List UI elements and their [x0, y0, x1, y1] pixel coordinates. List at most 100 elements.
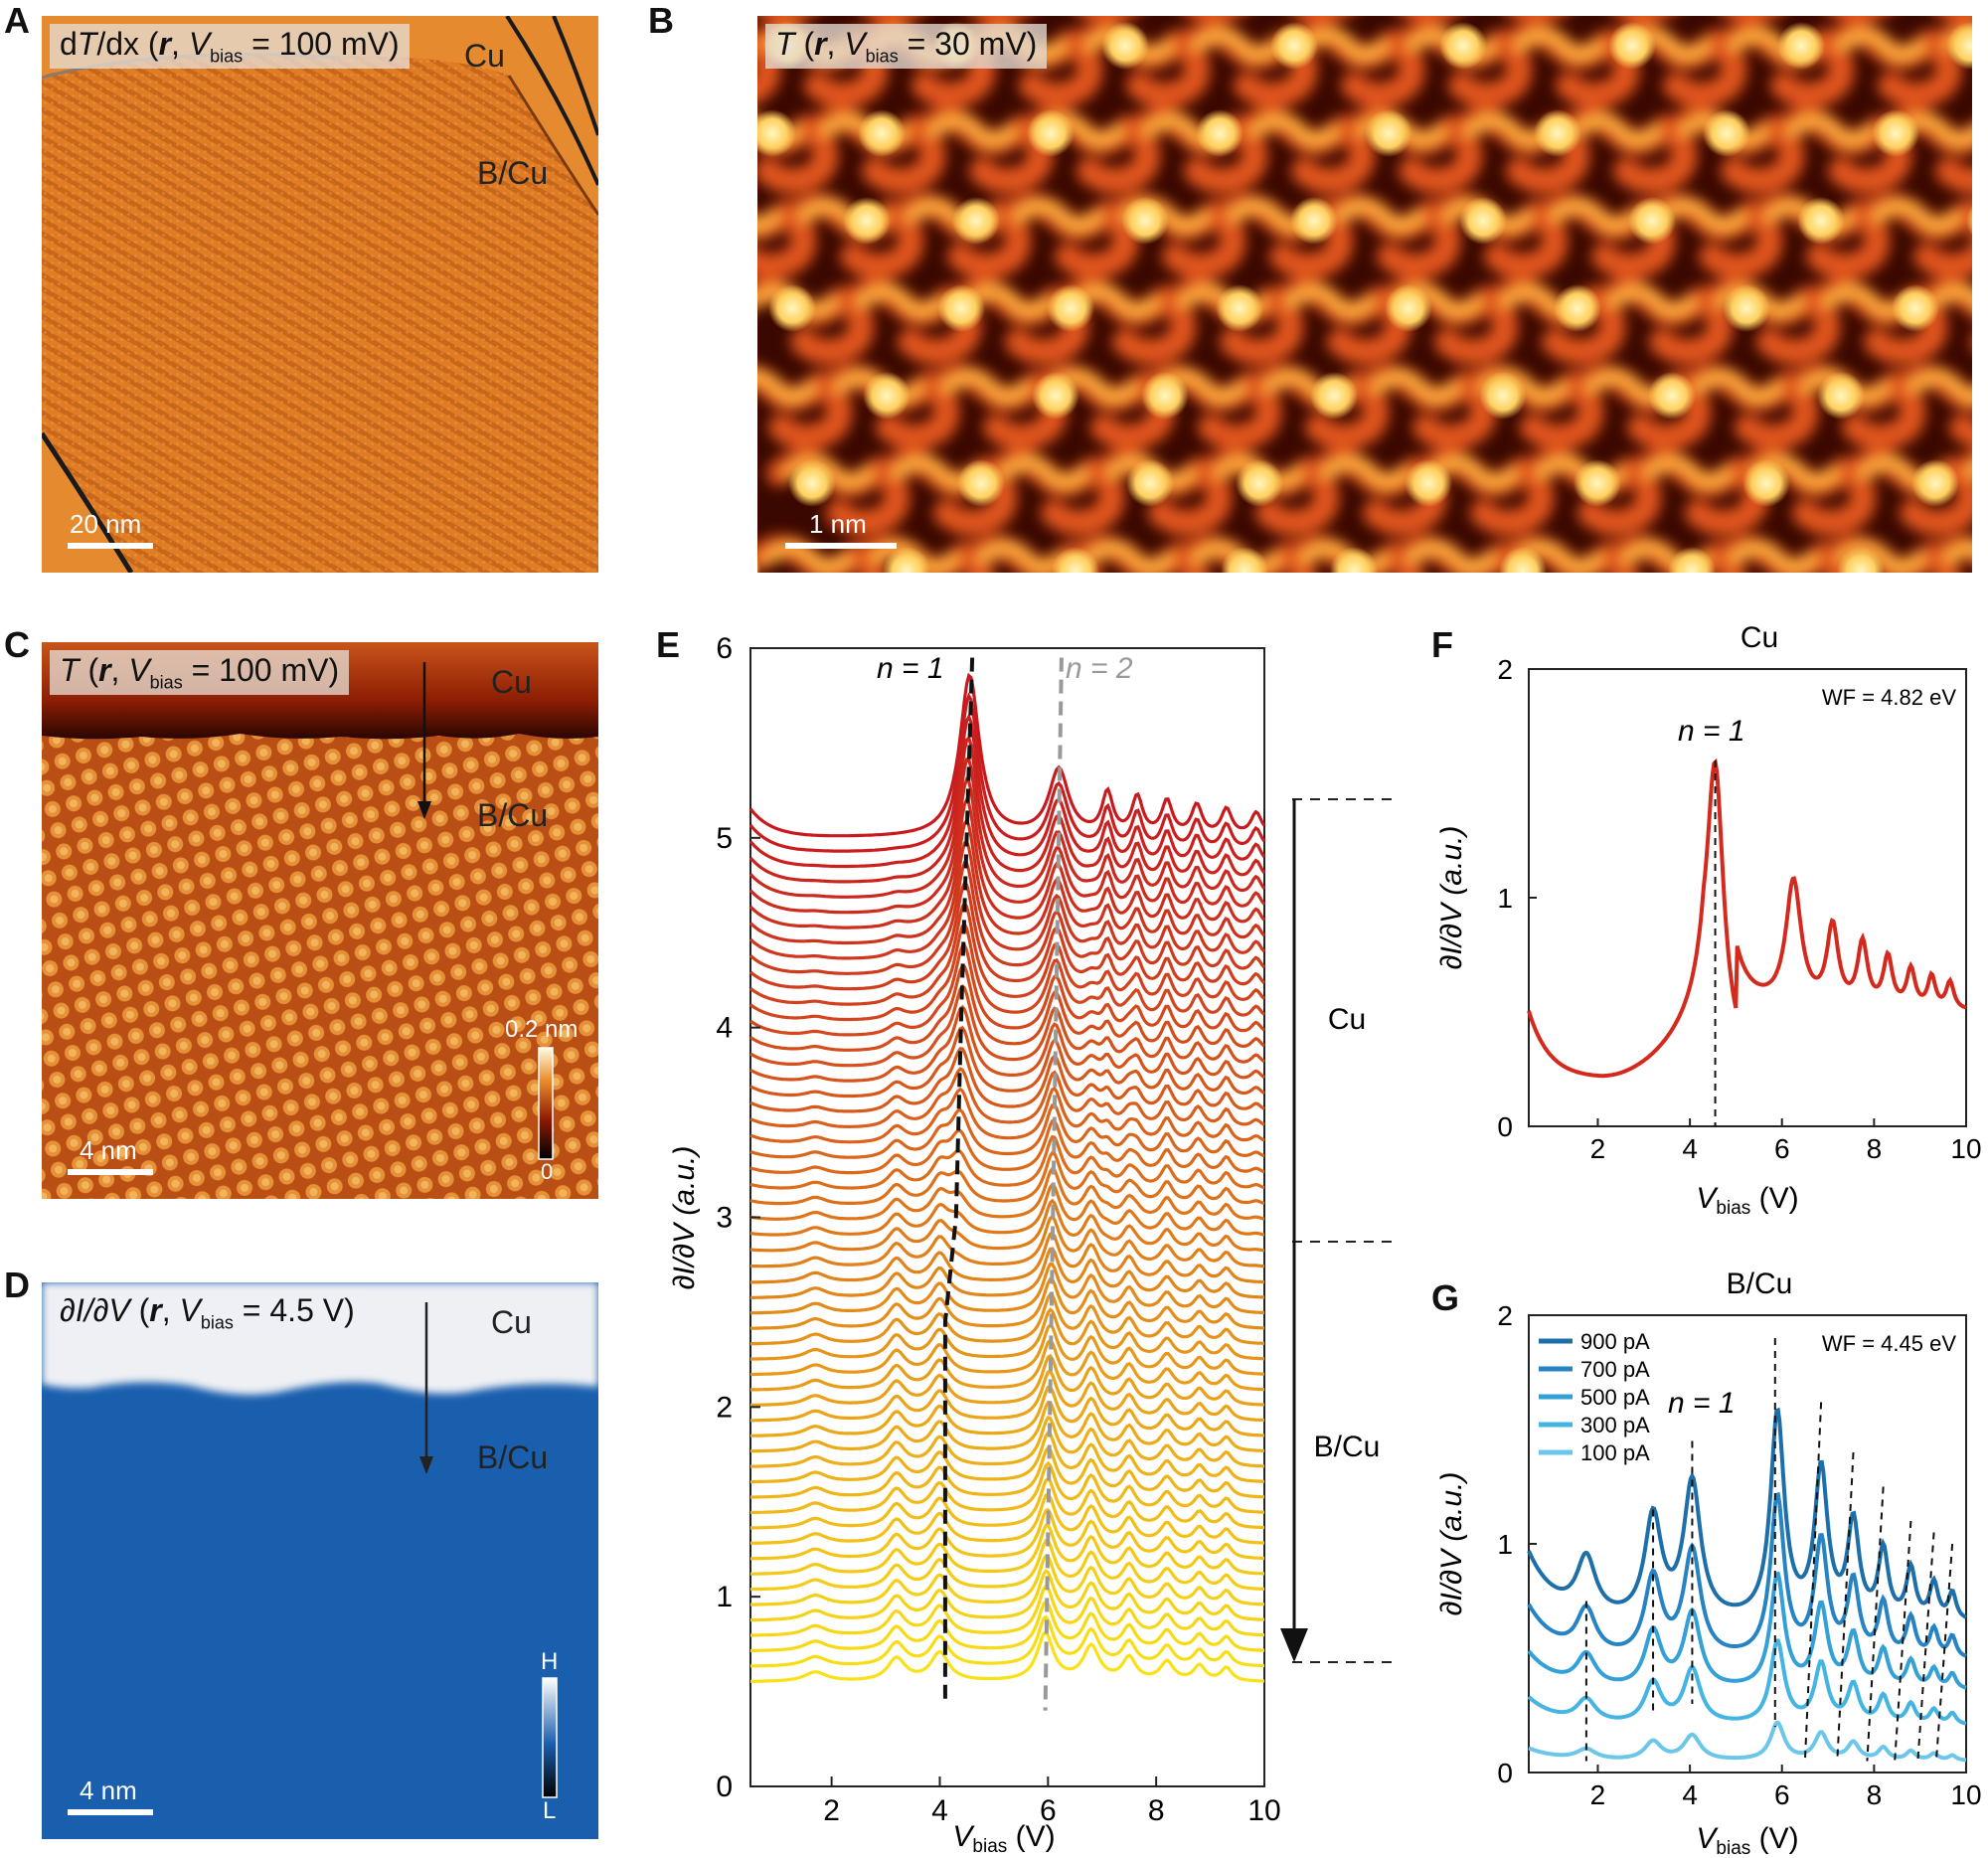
y-tick-label: 3 — [716, 1202, 733, 1235]
panel-f-wf: WF = 4.82 eV — [1822, 685, 1956, 710]
panel-a-scale-text: 20 nm — [70, 509, 142, 539]
panel-d-svg — [42, 1282, 598, 1839]
lattice-highlight — [926, 114, 1018, 146]
lattice-highlight — [976, 542, 1068, 573]
bright-spot — [883, 547, 930, 573]
bright-spot — [1628, 197, 1676, 245]
waterfall-curve — [750, 1369, 1265, 1423]
waterfall-curve — [749, 1385, 1265, 1437]
bright-spot — [768, 284, 816, 332]
panel-g-wf: WF = 4.45 eV — [1822, 1331, 1956, 1356]
lattice-highlight — [1928, 285, 1972, 308]
bright-spot — [1236, 459, 1283, 507]
lattice-highlight — [1070, 285, 1161, 317]
x-tick-label: 8 — [1148, 1794, 1165, 1827]
bright-spot — [757, 109, 796, 157]
waterfall-curve — [748, 713, 1266, 869]
waterfall-curve — [749, 922, 1266, 1022]
x-tick-label: 6 — [1040, 1794, 1057, 1827]
panel-a-scalebar — [68, 543, 153, 549]
bright-spot — [1047, 284, 1094, 332]
waterfall-curve — [749, 1118, 1265, 1175]
panel-e-ylabel: ∂I/∂V (a.u.) — [668, 1146, 701, 1290]
bright-spot — [1872, 109, 1919, 157]
lattice-highlight — [1284, 285, 1376, 317]
waterfall-curve — [750, 1445, 1264, 1499]
bright-spot — [952, 197, 1000, 245]
panel-f-frame — [1528, 668, 1967, 1127]
bright-spot — [1946, 22, 1972, 70]
x-tick-label: 6 — [1774, 1779, 1790, 1810]
panel-label-g: G — [1431, 1277, 1460, 1318]
waterfall-curve — [750, 1523, 1264, 1576]
waterfall-curve — [748, 672, 1266, 838]
bright-spot — [1365, 109, 1412, 157]
panel-a-title: dT/dx (r, Vbias = 100 mV) — [50, 24, 410, 70]
bright-spot — [957, 459, 1005, 507]
panel-g-xlabel: Vbias (V) — [1696, 1822, 1798, 1858]
panel-label-c: C — [4, 624, 30, 665]
panel-label-e: E — [656, 624, 681, 665]
lattice-highlight — [1320, 456, 1411, 488]
panel-f-n1: n = 1 — [1678, 715, 1745, 748]
panel-g-n1: n = 1 — [1668, 1387, 1736, 1420]
y-tick-label: 6 — [716, 632, 733, 665]
waterfall-curve — [750, 1322, 1265, 1377]
lattice-highlight — [1370, 371, 1461, 403]
legend-entry: 300 pA — [1580, 1413, 1650, 1437]
waterfall-curve — [750, 1507, 1265, 1561]
waterfall-curve — [748, 692, 1266, 853]
waterfall-curve — [748, 817, 1266, 945]
y-tick-label: 2 — [716, 1391, 733, 1424]
bright-spot — [1027, 109, 1075, 157]
x-tick-label: 4 — [931, 1794, 948, 1827]
lattice-highlight — [1606, 285, 1698, 317]
lattice-highlight — [1942, 542, 1972, 565]
waterfall-curve — [749, 943, 1266, 1037]
waterfall-curve — [749, 1460, 1265, 1515]
panel-d-label-bcu: B/Cu — [477, 1439, 549, 1475]
bright-spot — [1405, 459, 1452, 507]
x-tick-label: 10 — [1950, 1779, 1981, 1810]
y-tick-label: 4 — [716, 1012, 733, 1045]
waterfall-curve — [749, 1182, 1265, 1237]
panel-e-region-bcu: B/Cu — [1314, 1431, 1381, 1463]
panel-f-title: Cu — [1740, 621, 1778, 654]
lattice-highlight — [1728, 542, 1819, 573]
bright-spot — [1459, 197, 1507, 245]
lattice-highlight — [1835, 29, 1926, 61]
panel-f-chart: Cu WF = 4.82 eV n = 1 2 4 6 8 10 0 1 2 ∂I/∂V (a… — [1435, 621, 1982, 1219]
panel-g-chart: B/Cu WF = 4.45 eV n = 1 900 pA 700 pA 500 … — [1435, 1267, 1982, 1858]
y-tick-label: 1 — [716, 1581, 733, 1613]
bright-spot — [1032, 372, 1079, 420]
waterfall-curve — [749, 963, 1265, 1052]
panel-c-label-cu: Cu — [491, 664, 532, 700]
waterfall-curve — [750, 1476, 1265, 1530]
panel-c-scalebar — [68, 1169, 153, 1175]
lattice-highlight — [1642, 456, 1734, 488]
bright-spot — [1797, 197, 1845, 245]
panel-c-label-bcu: B/Cu — [477, 797, 549, 833]
panel-label-d: D — [4, 1265, 30, 1305]
y-tick-label: 1 — [1497, 1529, 1513, 1560]
bright-spot — [1121, 197, 1169, 245]
bright-spot — [1648, 372, 1696, 420]
panel-d-scalebar — [68, 1809, 153, 1815]
peak-guide-line — [1803, 1402, 1823, 1762]
lattice-highlight — [1248, 114, 1340, 146]
panel-e-region-cu: Cu — [1328, 1003, 1366, 1036]
bright-spot — [1290, 197, 1338, 245]
waterfall-curve — [749, 1569, 1264, 1622]
bright-spot — [1439, 22, 1487, 70]
panel-g-ylabel: ∂I/∂V (a.u.) — [1435, 1472, 1468, 1616]
legend-entry: 900 pA — [1580, 1329, 1650, 1354]
cu-spectrum-line — [1527, 758, 1967, 1079]
panel-d-title: ∂I/∂V (r, Vbias = 4.5 V) — [50, 1290, 365, 1336]
bright-spot — [937, 284, 985, 332]
lattice-highlight — [962, 285, 1054, 317]
x-tick-label: 10 — [1247, 1794, 1280, 1827]
waterfall-curve — [749, 1166, 1265, 1221]
waterfall-curve — [749, 1086, 1265, 1144]
panel-e-xlabel: Vbias (V) — [952, 1820, 1055, 1857]
lattice-highlight — [1871, 200, 1962, 232]
